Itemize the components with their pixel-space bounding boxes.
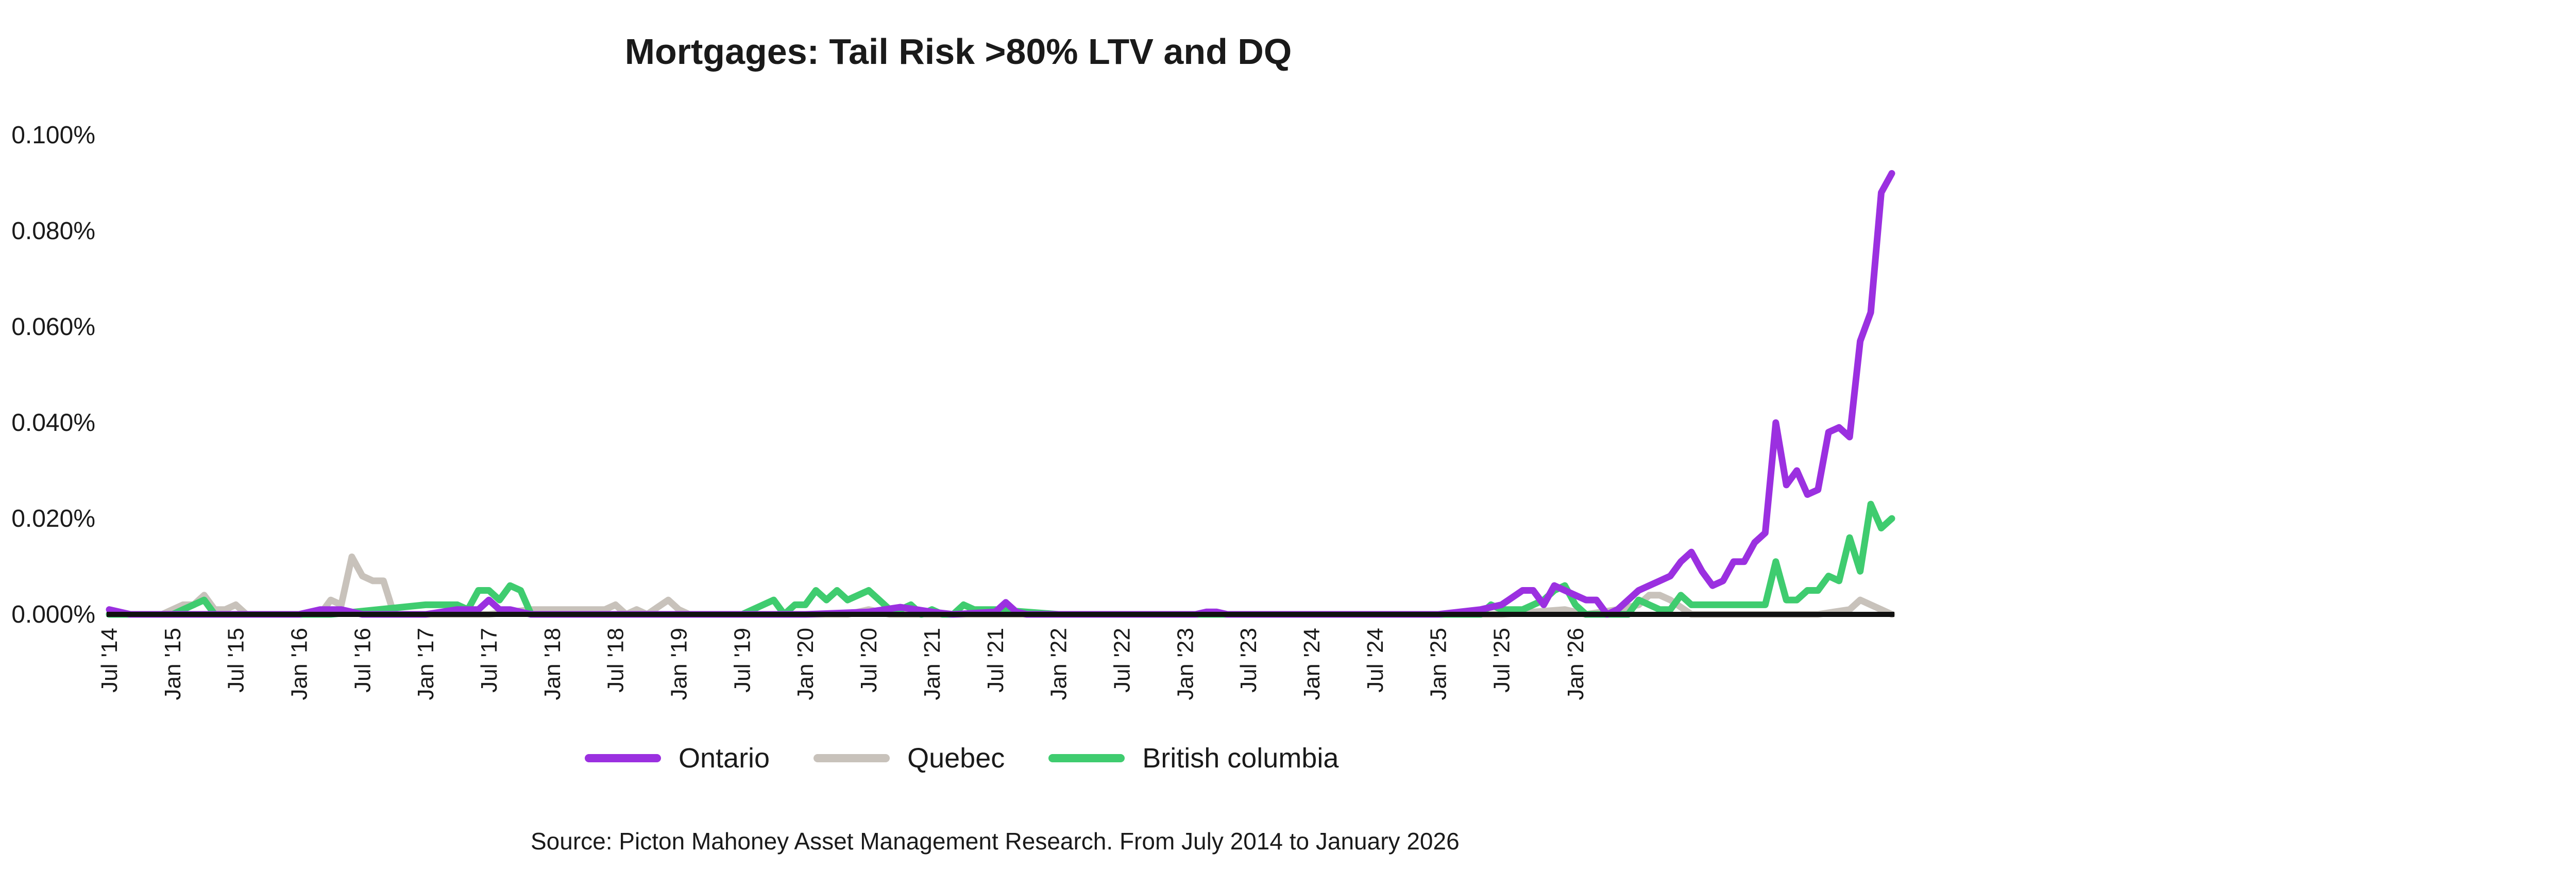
legend-item: Ontario xyxy=(585,742,770,774)
x-tick-label: Jan '22 xyxy=(1046,628,1072,700)
y-tick-label: 0.020% xyxy=(11,505,95,532)
series-line-ontario xyxy=(106,170,1895,618)
chart-title: Mortgages: Tail Risk >80% LTV and DQ xyxy=(624,31,1292,72)
x-axis: Jul '14 Jan '15 Jul '15 Jan '16 Jul '16 Jan '… xyxy=(97,628,1588,700)
legend-label: British columbia xyxy=(1142,743,1339,774)
x-tick-label: Jul '23 xyxy=(1236,628,1261,693)
legend-swatch xyxy=(585,754,661,762)
x-tick-label: Jul '16 xyxy=(350,628,375,693)
legend-label: Quebec xyxy=(907,743,1005,774)
legend-swatch xyxy=(814,754,890,762)
x-tick-label: Jul '21 xyxy=(983,628,1008,693)
y-tick-label: 0.100% xyxy=(11,122,95,149)
x-tick-label: Jan '16 xyxy=(287,628,312,700)
x-tick-label: Jul '24 xyxy=(1363,628,1388,693)
x-tick-label: Jan '20 xyxy=(793,628,818,700)
x-tick-label: Jan '18 xyxy=(540,628,565,700)
x-tick-label: Jan '25 xyxy=(1426,628,1451,700)
x-tick-label: Jul '20 xyxy=(856,628,882,693)
legend-label: Ontario xyxy=(679,743,770,774)
x-tick-label: Jul '22 xyxy=(1109,628,1134,693)
y-tick-label: 0.040% xyxy=(11,409,95,437)
x-tick-label: Jan '24 xyxy=(1299,628,1325,700)
legend-item: Quebec xyxy=(814,742,1005,774)
x-tick-label: Jan '26 xyxy=(1563,628,1588,700)
x-tick-label: Jul '14 xyxy=(97,628,122,693)
x-tick-label: Jul '25 xyxy=(1489,628,1514,693)
legend: Ontario Quebec British columbia xyxy=(585,742,1382,774)
source-note: Source: Picton Mahoney Asset Management … xyxy=(531,828,1460,855)
y-tick-label: 0.000% xyxy=(11,601,95,628)
x-tick-label: Jul '15 xyxy=(224,628,249,693)
series-layer xyxy=(106,170,1895,618)
legend-item: British columbia xyxy=(1048,742,1338,774)
x-tick-label: Jan '23 xyxy=(1173,628,1198,700)
y-tick-label: 0.060% xyxy=(11,313,95,341)
x-tick-label: Jul '17 xyxy=(477,628,502,693)
x-tick-label: Jul '18 xyxy=(603,628,629,693)
x-tick-label: Jan '17 xyxy=(413,628,438,700)
legend-swatch xyxy=(1048,754,1125,762)
x-tick-label: Jul '19 xyxy=(730,628,755,693)
x-tick-label: Jan '15 xyxy=(160,628,185,700)
series-line-british-columbia xyxy=(106,500,1895,618)
x-tick-label: Jan '21 xyxy=(920,628,945,700)
y-tick-label: 0.080% xyxy=(11,218,95,245)
y-axis: 0.000% 0.020% 0.040% 0.060% 0.080% 0.100% xyxy=(11,122,95,628)
x-tick-label: Jan '19 xyxy=(667,628,692,700)
